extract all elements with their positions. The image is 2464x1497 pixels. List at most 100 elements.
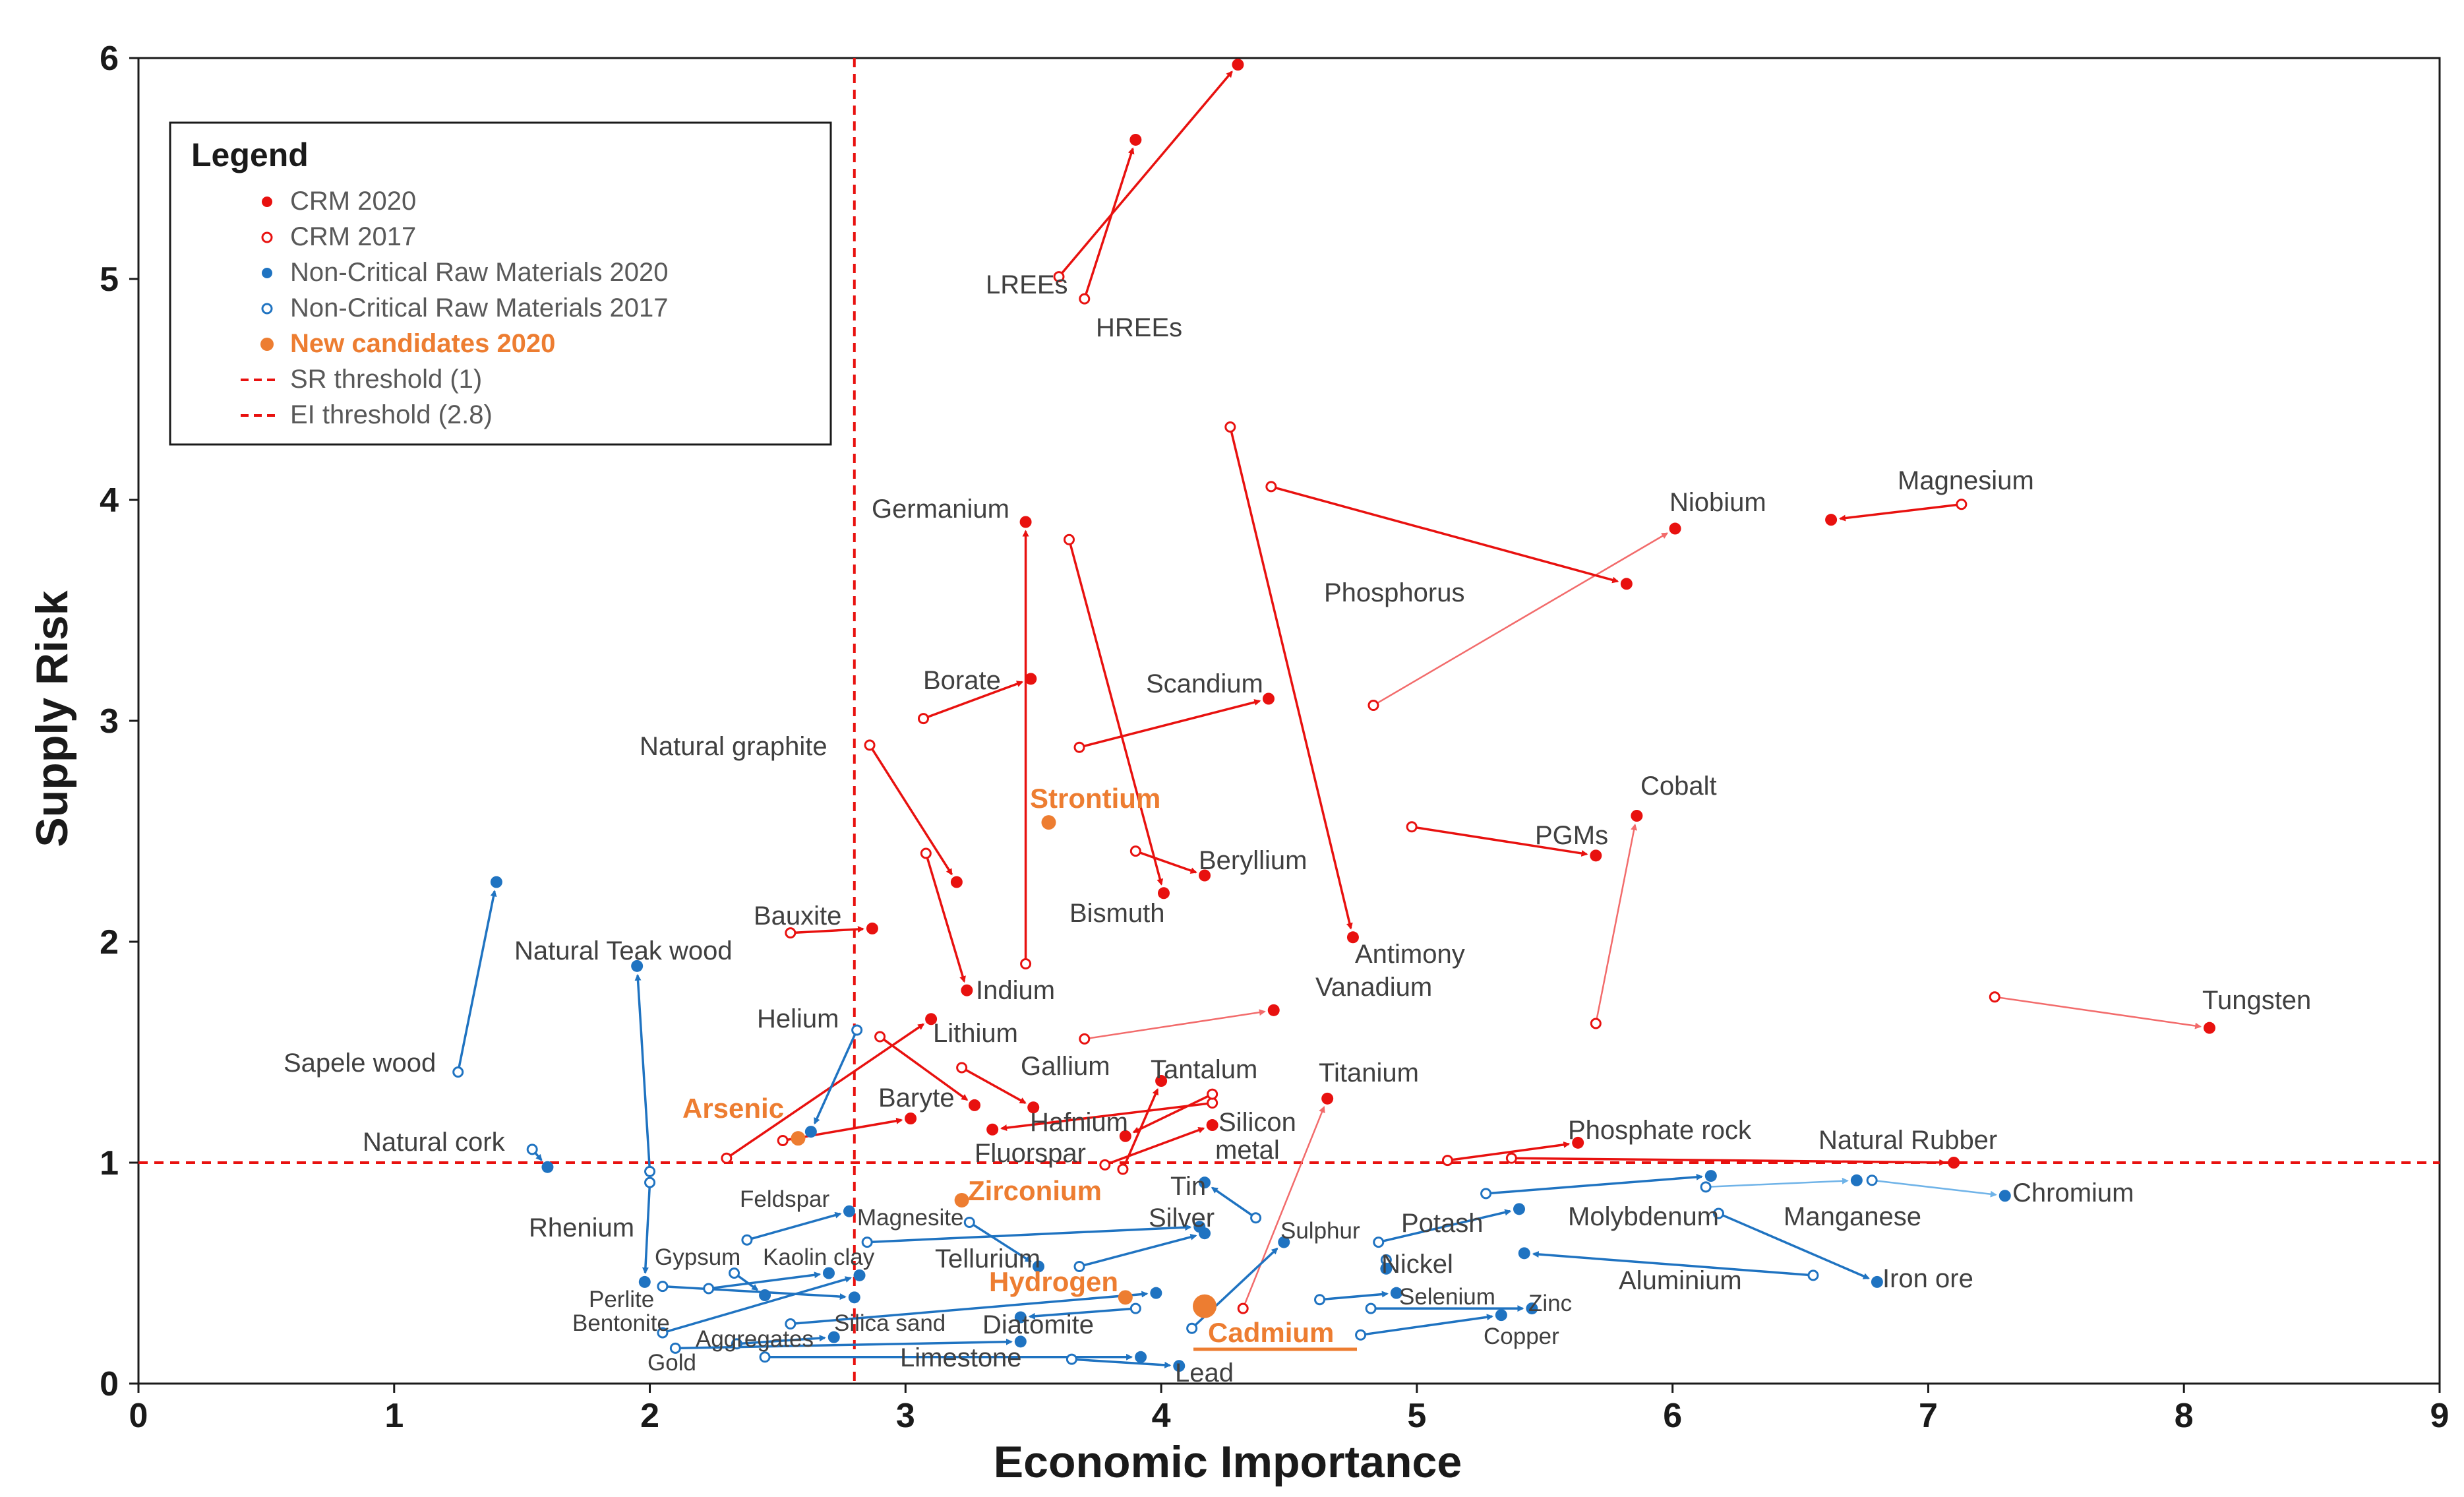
data-points [452,59,2215,1372]
ncrm-iron-ore-2020-point [1871,1275,1883,1288]
ncrm-manganese-2020-point [1850,1174,1863,1186]
crm-fluorspar-2017-point [1207,1088,1218,1100]
ncrm-natural-teak-wood-2020-point [631,960,644,972]
ncrm-sapele-wood-2017-point [452,1066,464,1078]
ncrm-selenium-arrow [1319,1291,1389,1301]
point-labels: LREEs HREEs Magnesium Niobium Phosphorus Germ… [284,270,2311,1388]
crm-label-silicon-metal-line2: metal [1215,1136,1280,1165]
crm-phosphate-rock-2017-point [1441,1155,1453,1167]
crm-pgms-2020-point [1590,849,1602,862]
legend-label-4: New candidates 2020 [290,329,555,358]
crm-label-natural-graphite: Natural graphite [640,732,827,761]
crm-label-antimony: Antimony [1355,940,1465,969]
crm-natural-graphite-arrow [868,744,953,876]
ncrm-magnesite-2017-point [861,1237,873,1248]
legend-title: Legend [191,137,309,173]
ncrm-lead-arrow [1071,1358,1172,1368]
ncrm-bentonite-2017-point [657,1327,669,1339]
x-tick-label: 8 [2175,1397,2194,1435]
ncrm-silica-sand-2020-point [1150,1287,1162,1299]
candidate-label-hydrogen: Hydrogen [989,1266,1118,1297]
legend-marker-3 [261,303,273,315]
ncrm-label-gypsum: Gypsum [655,1244,740,1270]
crm-antimony-arrow [1229,427,1353,930]
ncrm-label-molybdenum: Molybdenum [1568,1202,1719,1231]
y-tick-label: 5 [100,260,119,299]
crm-niobium-2020-point [1669,522,1681,535]
ncrm-silica-sand-arrow [790,1291,1149,1326]
crm-label-tungsten: Tungsten [2202,986,2311,1015]
ncrm-manganese-arrow [1706,1177,1849,1188]
candidate-label-strontium: Strontium [1030,783,1160,814]
crm-vanadium-2020-point [1267,1004,1280,1016]
crm-label-phosphorus: Phosphorus [1324,578,1464,607]
crm-phosphate-rock-2020-point [1572,1136,1584,1149]
ncrm-aggregates-arrow [736,1335,826,1345]
crm-gallium-arrow [961,1066,1027,1104]
ncrm-gypsum-2020-point [759,1289,771,1301]
legend-label-5: SR threshold (1) [290,365,482,394]
candidate-cadmium-point [1193,1294,1217,1318]
crm-bismuth-2020-point [1157,887,1170,900]
ncrm-gold-arrow [675,1338,1013,1350]
ncrm-tin-2020-point [1199,1176,1211,1189]
crm-cobalt-arrow [1595,823,1638,1024]
y-tick-label: 0 [100,1365,119,1403]
crm-vanadium-2017-point [1079,1033,1091,1045]
ncrm-diatomite-2020-point [1014,1311,1027,1324]
crm-gallium-2020-point [1027,1101,1040,1114]
ncrm-label-aluminium: Aluminium [1619,1266,1742,1295]
ncrm-lead-2017-point [1066,1353,1077,1365]
ncrm-tin-arrow [1211,1186,1257,1219]
ncrm-kaolin-clay-2020-point [823,1267,835,1279]
ncrm-chromium-2020-point [1998,1190,2011,1202]
crm-coking-coal-2020-point [905,1113,917,1124]
ncrm-label-copper: Copper [1484,1324,1559,1349]
candidate-arsenic-point [791,1131,806,1146]
crm-magnesium-2017-point [1956,499,1968,510]
crm-label-scandium: Scandium [1146,669,1263,698]
ncrm-aluminium-arrow [1532,1251,1814,1277]
crm-coking-coal-2017-point [777,1135,789,1146]
ncrm-label-diatomite: Diatomite [982,1310,1094,1339]
ncrm-feldspar-2017-point [741,1234,753,1246]
crm-hrees-2020-point [1129,133,1142,146]
ncrm-copper-arrow [1360,1314,1493,1337]
crm-pgms-arrow [1411,826,1588,857]
crm-borate-2017-point [917,713,929,725]
ncrm-tellurium-2017-point [963,1216,975,1228]
crm-antimony-2020-point [1346,931,1359,944]
crm-bauxite-arrow [790,926,864,934]
ncrm-gypsum-2017-point [729,1268,740,1279]
ncrm-zinc-2017-point [1365,1302,1377,1314]
ncrm-rhenium-arrow [642,1182,651,1274]
axis-ticks: 0 1 2 3 4 5 6 7 8 9 0 1 2 3 4 5 6 [100,40,2449,1435]
ncrm-label-iron-ore: Iron ore [1882,1264,1973,1293]
crm-hafnium-2020-point [986,1123,999,1136]
crm-label-bauxite: Bauxite [754,901,841,931]
crm-fluorspar-2020-point [1119,1130,1131,1142]
crm-natural-graphite-2020-point [950,876,963,888]
threshold-lines [138,58,2440,1384]
crm-label-niobium: Niobium [1669,488,1766,517]
ncrm-tellurium-2020-point [1032,1260,1044,1273]
x-tick-label: 5 [1407,1397,1426,1435]
crm-lrees-arrow [1058,71,1233,278]
crm-lrees-2020-point [1232,59,1244,71]
ncrm-label-nickel: Nickel [1381,1250,1453,1279]
candidate-hydrogen-point [1118,1290,1133,1305]
x-axis-title: Economic Importance [994,1437,1462,1487]
crm-bismuth-arrow [1067,539,1164,886]
crm-baryte-2020-point [969,1099,981,1111]
crm-label-indium: Indium [976,976,1055,1005]
crm-indium-2017-point [920,847,932,859]
ncrm-label-tin: Tin [1170,1172,1206,1201]
crm-beryllium-2020-point [1199,869,1211,882]
ncrm-chromium-arrow [1871,1179,1997,1198]
crm-label-fluorspar: Fluorspar [975,1139,1086,1168]
ncrm-chromium-2017-point [1866,1175,1878,1186]
ncrm-label-manganese: Manganese [1784,1202,1921,1231]
ncrm-potash-2020-point [1513,1203,1525,1215]
ncrm-silver-2020-point [1199,1227,1211,1240]
